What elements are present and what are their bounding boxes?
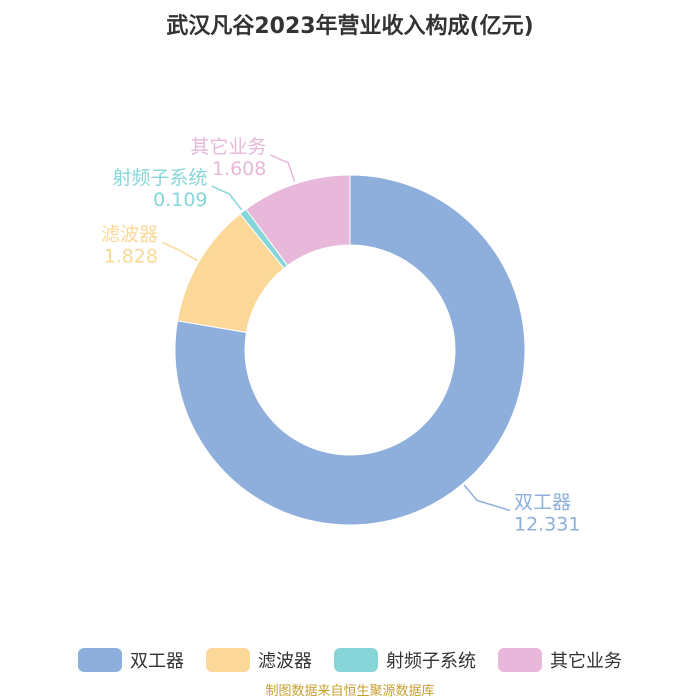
legend-item-filter[interactable]: 滤波器 [206, 647, 312, 673]
slice-value-rf-subsystem: 0.109 [153, 189, 207, 211]
legend-label-rf-subsystem: 射频子系统 [386, 651, 476, 672]
legend-item-duplexer[interactable]: 双工器 [78, 647, 184, 673]
legend-item-rf-subsystem[interactable]: 射频子系统 [334, 647, 476, 673]
slice-value-other-business: 1.608 [212, 158, 266, 180]
slice-value-duplexer: 12.331 [514, 513, 580, 535]
slice-value-filter: 1.828 [104, 245, 158, 267]
slice-label-rf-subsystem: 射频子系统 [113, 167, 208, 189]
data-source-note: 制图数据来自恒生聚源数据库 [265, 684, 435, 699]
legend-label-other-business: 其它业务 [550, 651, 622, 672]
leader-line-rf-subsystem [211, 185, 243, 211]
legend-label-duplexer: 双工器 [130, 651, 184, 672]
slice-label-duplexer: 双工器 [514, 491, 571, 513]
legend-swatch-other-business [498, 648, 542, 672]
donut-slices [174, 174, 526, 526]
legend-swatch-duplexer [78, 648, 122, 672]
legend-item-other-business[interactable]: 其它业务 [498, 647, 622, 673]
leader-line-filter [161, 241, 198, 262]
legend-swatch-filter [206, 648, 250, 672]
leader-line-other-business [270, 154, 296, 183]
legend-label-filter: 滤波器 [258, 651, 312, 672]
legend: 双工器 滤波器 射频子系统 其它业务 [0, 645, 700, 675]
slice-label-filter: 滤波器 [101, 223, 158, 245]
slice-other-business[interactable] [245, 174, 351, 267]
slice-duplexer[interactable] [174, 174, 526, 526]
label-leader-lines [161, 154, 511, 512]
legend-swatch-rf-subsystem [334, 648, 378, 672]
chart-title: 武汉凡谷2023年营业收入构成(亿元) [166, 14, 534, 39]
slice-label-other-business: 其它业务 [190, 136, 266, 158]
leader-line-duplexer [463, 484, 511, 512]
